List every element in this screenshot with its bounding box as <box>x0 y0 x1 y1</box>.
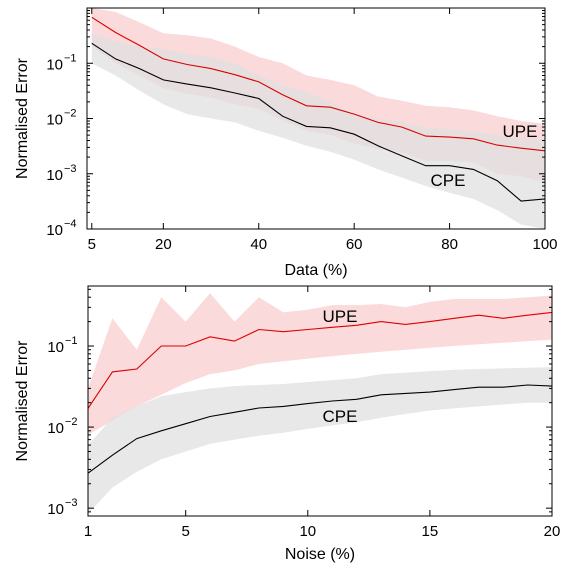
series-label-upe: UPE <box>323 307 358 326</box>
y-tick-exponent: −2 <box>65 416 78 428</box>
series-label-cpe: CPE <box>323 407 358 426</box>
axes-frame <box>87 285 553 517</box>
x-axis-title: Noise (%) <box>285 546 355 563</box>
y-tick-label: 10 <box>47 501 64 518</box>
y-tick-label: 10 <box>46 112 63 129</box>
y-tick-label: 10 <box>46 222 63 239</box>
x-tick-label: 5 <box>182 523 190 540</box>
y-tick-label: 10 <box>46 56 63 73</box>
y-tick-exponent: −1 <box>64 52 77 64</box>
x-tick-label: 15 <box>422 523 439 540</box>
x-axis-title: Data (%) <box>284 262 347 279</box>
y-tick-label: 10 <box>47 339 64 356</box>
x-tick-label: 5 <box>88 236 96 253</box>
plot-area <box>91 8 545 229</box>
y-tick-exponent: −3 <box>64 163 77 175</box>
x-tick-label: 1 <box>84 523 92 540</box>
series-line-cpe <box>88 384 552 474</box>
y-tick-exponent: −1 <box>65 335 78 347</box>
y-axis-title: Normalised Error <box>14 57 31 179</box>
y-tick-label: 10 <box>47 420 64 437</box>
x-tick-label: 100 <box>532 236 557 253</box>
x-tick-label: 80 <box>441 236 458 253</box>
series-line-cpe <box>91 42 545 202</box>
y-axis-title: Normalised Error <box>14 340 31 462</box>
y-tick-exponent: −2 <box>64 108 77 120</box>
x-tick-label: 20 <box>544 523 561 540</box>
x-tick-label: 20 <box>155 236 172 253</box>
band-cpe <box>88 367 552 514</box>
y-tick-exponent: −3 <box>65 497 78 509</box>
y-tick-exponent: −4 <box>64 218 77 230</box>
series-line-upe <box>91 16 545 152</box>
plot-area <box>88 293 552 514</box>
x-tick-label: 10 <box>299 523 316 540</box>
series-label-upe: UPE <box>503 122 538 141</box>
x-tick-label: 60 <box>346 236 363 253</box>
band-upe <box>88 293 552 435</box>
series-line-upe <box>88 311 552 409</box>
x-tick-label: 40 <box>250 236 267 253</box>
series-label-cpe: CPE <box>431 171 466 190</box>
y-tick-label: 10 <box>46 167 63 184</box>
band-cpe <box>91 33 545 229</box>
